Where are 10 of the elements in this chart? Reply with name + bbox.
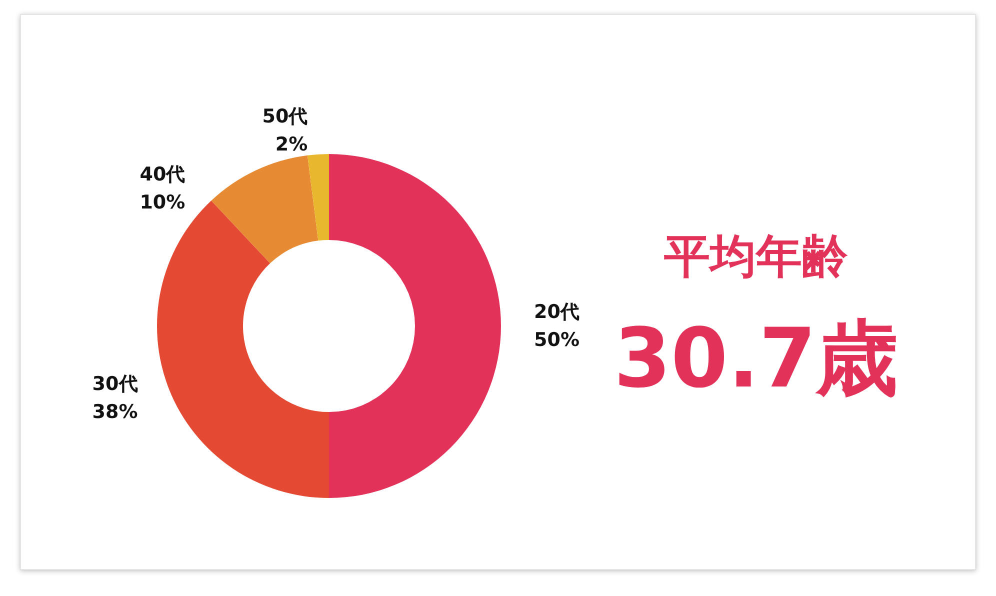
slice-label: 30代 (92, 373, 138, 396)
slice-label: 20代 (534, 301, 580, 323)
slice-label: 50代 (262, 105, 308, 128)
data-label: 2% (275, 133, 308, 156)
text: 30.7歳 (614, 312, 898, 406)
data-label: 38% (92, 401, 138, 424)
text: 平均年齢 (664, 229, 848, 283)
data-label: 50% (534, 329, 580, 351)
slice-label: 40代 (140, 163, 186, 186)
data-label: 10% (140, 191, 186, 214)
